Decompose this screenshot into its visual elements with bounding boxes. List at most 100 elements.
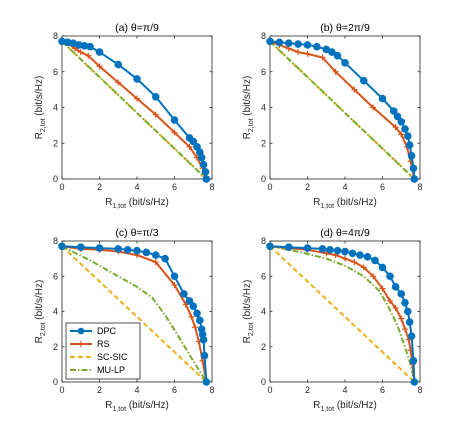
series-mu-lp [61,40,208,180]
series-sc-sic [269,40,416,180]
y-tick-label: 2 [261,138,266,148]
data-point-rs [192,324,199,331]
legend-label: MU-LP [97,365,125,375]
series-line-mu-lp [269,40,416,180]
data-point-dpc [76,243,85,251]
data-point-dpc [405,318,414,326]
data-point-rs [72,45,79,52]
data-point-rs [351,259,358,266]
data-point-rs [171,282,178,289]
data-point-dpc [197,153,206,162]
data-point-dpc [284,39,293,47]
data-point-dpc [133,246,141,255]
data-point-dpc [123,246,132,254]
data-point-dpc [114,245,123,253]
data-point-dpc [363,253,372,261]
data-point-dpc [161,254,169,263]
data-point-rs [182,301,189,308]
series-mu-lp [269,40,416,180]
y-tick-label: 0 [261,174,266,184]
data-point-dpc [386,272,394,281]
data-point-dpc [266,37,274,46]
data-point-rs [332,68,339,75]
x-tick-label: 6 [380,182,385,192]
x-tick-label: 2 [305,385,310,395]
x-axis-label: R1,tot (bit/s/Hz) [313,400,377,413]
data-point-dpc [193,309,201,318]
data-point-dpc [409,164,418,173]
x-axis-label: R1,tot (bit/s/Hz) [313,197,377,210]
legend-marker [77,327,85,335]
data-point-rs [351,86,358,93]
data-point-dpc [58,242,66,251]
y-tick-label: 6 [53,271,58,281]
series-dpc [58,37,211,183]
legend-entry-mu-lp: MU-LP [70,365,125,375]
chart-title: (a) θ=π/9 [115,22,159,34]
data-point-dpc [405,141,414,149]
data-point-dpc [294,40,302,48]
x-tick-label: 0 [59,385,64,395]
data-point-dpc [409,357,418,365]
data-point-dpc [393,112,402,121]
x-tick-label: 6 [380,385,385,395]
y-tick-label: 2 [261,342,266,352]
data-point-dpc [170,272,179,281]
data-point-dpc [333,246,342,255]
data-point-dpc [404,307,412,316]
data-point-dpc [378,94,387,103]
data-point-dpc [389,107,398,115]
chart-title: (b) θ=2π/9 [320,22,370,34]
y-tick-label: 2 [53,342,58,352]
chart-panel-1: 0 2 4 6 8 0 2 4 6 8 (a) θ=π/9 R1,tot (bit/s/Hz) R2,t… [34,22,215,210]
data-point-rs [152,111,159,118]
plot-frame [269,35,421,180]
data-point-dpc [202,175,211,183]
y-tick-label: 0 [53,377,58,387]
data-point-dpc [407,151,416,160]
x-tick-label: 2 [97,385,102,395]
series-mu-lp [269,245,416,383]
legend-label: SC-SIC [97,352,128,362]
data-point-dpc [199,335,208,344]
data-point-dpc [378,263,387,272]
y-tick-label: 6 [53,67,58,77]
y-tick-label: 4 [53,103,58,113]
data-point-dpc [303,244,312,252]
data-point-rs [342,255,348,262]
data-point-dpc [185,297,194,305]
data-point-rs [186,143,193,150]
x-tick-label: 4 [342,385,347,395]
data-point-dpc [201,168,210,176]
data-point-dpc [348,249,357,258]
x-tick-label: 4 [134,182,139,192]
data-point-rs [323,250,330,257]
data-point-rs [379,285,386,292]
data-point-dpc [170,116,179,124]
y-tick-label: 0 [261,377,266,387]
data-point-dpc [95,244,104,252]
data-point-dpc [341,247,349,256]
data-point-dpc [266,242,274,251]
data-point-dpc [333,51,342,60]
data-point-dpc [196,316,204,325]
x-tick-label: 0 [59,182,64,192]
data-point-dpc [356,251,364,259]
series-line-mu-lp [61,245,208,383]
y-tick-label: 4 [261,307,266,317]
data-point-dpc [410,175,419,183]
y-axis-label: R2,tot (bit/s/Hz) [34,280,47,344]
x-tick-label: 6 [172,385,177,395]
data-point-rs [152,259,159,266]
chart-title: (d) θ=4π/9 [320,227,370,239]
series-line-sc-sic [61,40,208,180]
data-point-rs [387,297,393,304]
data-point-dpc [151,251,160,259]
data-point-dpc [407,332,416,340]
series-dpc [266,242,419,386]
legend-entry-rs: RS [70,339,110,349]
data-point-dpc [199,160,208,169]
y-tick-label: 6 [261,67,266,77]
chart-title: (c) θ=π/3 [115,227,158,239]
